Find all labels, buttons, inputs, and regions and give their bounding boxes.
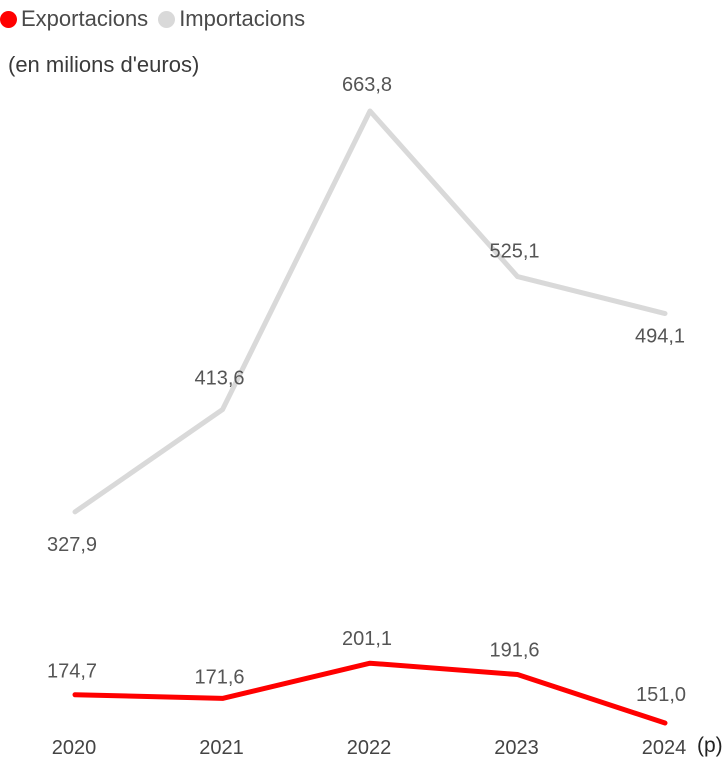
x-tick-label-2023: 2023: [494, 737, 539, 759]
data-label-importacions-2024: 494,1: [635, 326, 685, 348]
legend: Exportacions Importacions: [0, 6, 309, 32]
chart-unit-subtitle: (en milions d'euros): [8, 52, 200, 77]
data-label-exportacions-2023: 191,6: [489, 640, 539, 662]
legend-marker-importacions: [158, 10, 176, 28]
x-tick-label-2021: 2021: [199, 737, 244, 759]
x-tick-label-2024: 2024: [642, 737, 687, 759]
data-label-importacions-2022: 663,8: [342, 74, 392, 96]
x-tick-suffix-provisional: (p): [697, 734, 723, 757]
series-line-importacions: [72, 108, 668, 515]
data-label-importacions-2020: 327,9: [47, 534, 97, 556]
series-line-exportacions: [72, 660, 668, 726]
x-tick-label-2020: 2020: [52, 737, 97, 759]
legend-item-importacions: Importacions: [158, 6, 305, 32]
data-label-exportacions-2024: 151,0: [636, 684, 686, 706]
data-label-exportacions-2022: 201,1: [342, 628, 392, 650]
data-label-exportacions-2021: 171,6: [194, 666, 244, 688]
legend-marker-exportacions: [0, 10, 17, 28]
x-tick-label-2022: 2022: [347, 737, 392, 759]
legend-item-exportacions: Exportacions: [0, 6, 148, 32]
legend-label-exportacions: Exportacions: [21, 6, 149, 31]
data-label-exportacions-2020: 174,7: [47, 661, 97, 683]
legend-label-importacions: Importacions: [179, 6, 306, 31]
data-label-importacions-2023: 525,1: [489, 241, 539, 263]
data-label-importacions-2021: 413,6: [194, 368, 244, 390]
